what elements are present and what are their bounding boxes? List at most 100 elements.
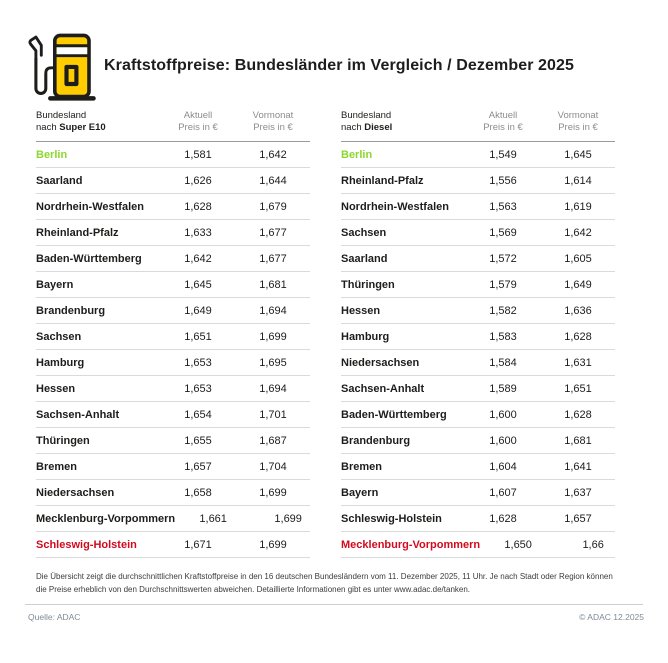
- price-current: 1,579: [489, 278, 517, 291]
- table-row: Saarland 1,626 1,644: [36, 168, 310, 194]
- price-previous: 1,645: [564, 148, 592, 161]
- table-row: Thüringen 1,655 1,687: [36, 428, 310, 454]
- price-previous: 1,681: [564, 434, 592, 447]
- price-current: 1,569: [489, 226, 517, 239]
- state-name: Thüringen: [341, 278, 395, 291]
- price-previous: 1,695: [259, 356, 287, 369]
- price-previous: 1,644: [259, 174, 287, 187]
- state-name: Thüringen: [36, 434, 90, 447]
- price-current: 1,572: [489, 252, 517, 265]
- copyright: © ADAC 12.2025: [579, 612, 644, 622]
- table-row: Schleswig-Holstein 1,628 1,657: [341, 506, 615, 532]
- price-previous: 1,687: [259, 434, 287, 447]
- price-previous: 1,628: [564, 330, 592, 343]
- price-previous: 1,677: [259, 252, 287, 265]
- table-row: Thüringen 1,579 1,649: [341, 272, 615, 298]
- state-name: Berlin: [341, 148, 373, 161]
- state-name: Rheinland-Pfalz: [36, 226, 119, 239]
- state-name: Sachsen: [341, 226, 387, 239]
- table-row: Brandenburg 1,600 1,681: [341, 428, 615, 454]
- state-name: Nordrhein-Westfalen: [341, 200, 449, 213]
- table-row: Sachsen 1,569 1,642: [341, 220, 615, 246]
- price-previous: 1,619: [564, 200, 592, 213]
- state-name: Bremen: [36, 460, 77, 473]
- price-current: 1,661: [199, 512, 227, 525]
- price-previous: 1,66: [582, 538, 604, 551]
- price-previous: 1,694: [259, 304, 287, 317]
- price-previous: 1,679: [259, 200, 287, 213]
- tables-area: Bundesland nach Super E10 Aktuell Preis in …: [0, 102, 668, 558]
- price-previous: 1,694: [259, 382, 287, 395]
- price-previous: 1,699: [259, 538, 287, 551]
- table-row: Hessen 1,582 1,636: [341, 298, 615, 324]
- table-row: Bayern 1,607 1,637: [341, 480, 615, 506]
- price-previous: 1,699: [259, 330, 287, 343]
- state-name: Niedersachsen: [36, 486, 115, 499]
- table-row: Hamburg 1,653 1,695: [36, 350, 310, 376]
- state-name: Hessen: [36, 382, 76, 395]
- price-previous: 1,642: [259, 148, 287, 161]
- state-name: Mecklenburg-Vorpommern: [341, 538, 481, 551]
- price-previous: 1,628: [564, 408, 592, 421]
- column-header-aktuell: Aktuell Preis in €: [178, 110, 218, 133]
- table-row: Nordrhein-Westfalen 1,563 1,619: [341, 194, 615, 220]
- price-current: 1,628: [489, 512, 517, 525]
- table-row: Saarland 1,572 1,605: [341, 246, 615, 272]
- price-current: 1,653: [184, 356, 212, 369]
- state-name: Mecklenburg-Vorpommern: [36, 512, 176, 525]
- column-header-bundesland: Bundesland nach Diesel: [341, 110, 393, 133]
- table-row: Niedersachsen 1,584 1,631: [341, 350, 615, 376]
- fuel-pump-icon: [26, 30, 98, 102]
- price-previous: 1,631: [564, 356, 592, 369]
- table-row: Nordrhein-Westfalen 1,628 1,679: [36, 194, 310, 220]
- price-previous: 1,641: [564, 460, 592, 473]
- state-name: Sachsen-Anhalt: [36, 408, 120, 421]
- column-header-vormonat: Vormonat Preis in €: [252, 110, 294, 133]
- price-current: 1,556: [489, 174, 517, 187]
- price-previous: 1,649: [564, 278, 592, 291]
- state-name: Hessen: [341, 304, 381, 317]
- price-previous: 1,637: [564, 486, 592, 499]
- price-current: 1,549: [489, 148, 517, 161]
- price-previous: 1,701: [259, 408, 287, 421]
- table-diesel: Bundesland nach Diesel Aktuell Preis in € Vo…: [341, 110, 615, 558]
- table-row: Sachsen-Anhalt 1,654 1,701: [36, 402, 310, 428]
- table-column-headers: Bundesland nach Diesel Aktuell Preis in € Vo…: [341, 110, 615, 142]
- price-current: 1,654: [184, 408, 212, 421]
- table-row: Bremen 1,657 1,704: [36, 454, 310, 480]
- price-current: 1,604: [489, 460, 517, 473]
- table-row: Sachsen 1,651 1,699: [36, 324, 310, 350]
- table-super-e10: Bundesland nach Super E10 Aktuell Preis in …: [36, 110, 310, 558]
- price-current: 1,650: [504, 538, 532, 551]
- state-name: Brandenburg: [36, 304, 106, 317]
- table-row: Bremen 1,604 1,641: [341, 454, 615, 480]
- state-name: Sachsen-Anhalt: [341, 382, 425, 395]
- table-column-headers: Bundesland nach Super E10 Aktuell Preis in …: [36, 110, 310, 142]
- price-current: 1,581: [184, 148, 212, 161]
- state-name: Saarland: [341, 252, 388, 265]
- price-current: 1,653: [184, 382, 212, 395]
- price-current: 1,583: [489, 330, 517, 343]
- price-current: 1,589: [489, 382, 517, 395]
- footnote: Die Übersicht zeigt die durchschnittlich…: [36, 572, 613, 594]
- price-previous: 1,605: [564, 252, 592, 265]
- state-name: Baden-Württemberg: [341, 408, 447, 421]
- price-previous: 1,704: [259, 460, 287, 473]
- table-row: Hamburg 1,583 1,628: [341, 324, 615, 350]
- state-name: Schleswig-Holstein: [36, 538, 137, 551]
- source-credit: Quelle: ADAC: [28, 612, 81, 622]
- price-previous: 1,681: [259, 278, 287, 291]
- table-row: Rheinland-Pfalz 1,633 1,677: [36, 220, 310, 246]
- table-row: Berlin 1,581 1,642: [36, 142, 310, 168]
- price-previous: 1,651: [564, 382, 592, 395]
- price-previous: 1,657: [564, 512, 592, 525]
- state-name: Berlin: [36, 148, 68, 161]
- price-current: 1,645: [184, 278, 212, 291]
- column-header-aktuell: Aktuell Preis in €: [483, 110, 523, 133]
- price-current: 1,582: [489, 304, 517, 317]
- fuel-type-label: Diesel: [364, 122, 393, 133]
- table-row: Brandenburg 1,649 1,694: [36, 298, 310, 324]
- price-previous: 1,677: [259, 226, 287, 239]
- column-header-vormonat: Vormonat Preis in €: [557, 110, 599, 133]
